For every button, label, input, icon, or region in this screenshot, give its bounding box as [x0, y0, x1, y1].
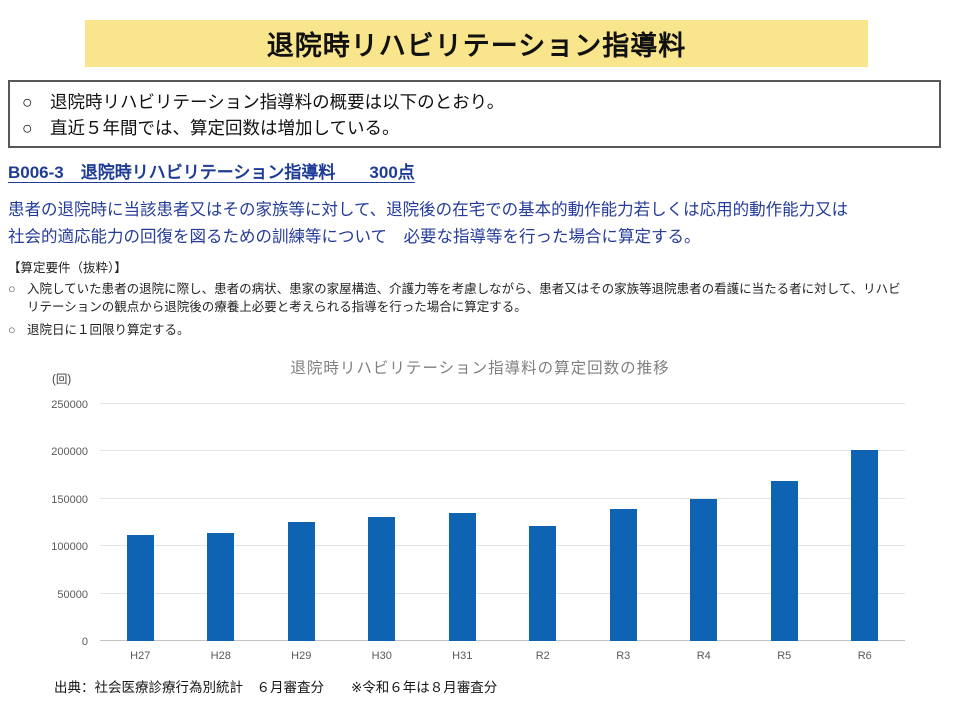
summary-text: 直近５年間では、算定回数は増加している。	[50, 118, 400, 138]
requirement-item: ○ 退院日に１回限り算定する。	[8, 322, 938, 340]
y-tick-label: 50000	[57, 588, 88, 601]
x-tick-label-H29: H29	[291, 650, 312, 662]
gridline	[100, 403, 905, 404]
bar-H31	[448, 513, 476, 641]
gridline	[100, 545, 905, 547]
y-tick-label: 250000	[51, 399, 88, 411]
bar-R6	[851, 450, 879, 641]
bar-R3	[609, 509, 637, 641]
bar-H28	[207, 533, 235, 641]
bar-chart-plot-area: 0 50000 100000 150000 200000 250000 H27 H28 H29 H…	[51, 399, 905, 662]
bar-H29	[287, 522, 315, 641]
bar-R4	[690, 498, 718, 641]
y-tick-label: 0	[81, 636, 88, 648]
section-description: 患者の退院時に当該患者又はその家族等に対して、退院後の在宅での基本的動作能力若し…	[8, 197, 956, 251]
requirement-line: リテーションの観点から退院後の療養上必要と考えられる指導を行った場合に算定する。	[27, 299, 527, 314]
circle-bullet-icon: ○	[8, 323, 16, 337]
description-line: 社会的適応能力の回復を図るための訓練等について 必要な指導等を行った場合に算定す…	[8, 228, 701, 246]
x-tick-label-H31: H31	[452, 650, 473, 662]
circle-bullet-icon: ○	[22, 92, 33, 112]
x-tick-label-H27: H27	[130, 650, 151, 662]
x-tick-label-H28: H28	[210, 650, 231, 662]
y-axis-unit-label: (回)	[52, 374, 72, 386]
summary-text: 退院時リハビリテーション指導料の概要は以下のとおり。	[50, 92, 505, 112]
x-tick-label-H30: H30	[371, 650, 392, 662]
x-tick-label-R6: R6	[857, 650, 872, 662]
chart-title: 退院時リハビリテーション指導料の算定回数の推移	[290, 360, 670, 377]
bar-H27	[126, 534, 154, 641]
gridline	[100, 497, 905, 499]
bar-R2	[529, 526, 557, 641]
bar-R5	[770, 480, 798, 641]
description-line: 患者の退院時に当該患者又はその家族等に対して、退院後の在宅での基本的動作能力若し…	[8, 201, 849, 219]
x-tick-label-R3: R3	[616, 650, 631, 662]
x-tick-label-R2: R2	[535, 650, 550, 662]
summary-item: ○ 退院時リハビリテーション指導料の概要は以下のとおり。	[22, 89, 939, 115]
gridline	[100, 450, 905, 452]
x-axis-line	[100, 640, 905, 641]
gridline	[100, 592, 905, 594]
y-tick-label: 100000	[51, 541, 88, 554]
title-banner: 退院時リハビリテーション指導料	[85, 20, 868, 67]
x-tick-label-R5: R5	[777, 650, 792, 662]
circle-bullet-icon: ○	[22, 118, 33, 138]
bar-H30	[368, 516, 396, 641]
requirements-title: 【算定要件（抜粋）】	[8, 261, 127, 275]
section-heading: B006-3 退院時リハビリテーション指導料 300点	[8, 163, 415, 182]
requirement-item: ○ 入院していた患者の退院に際し、患者の病状、患家の家屋構造、介護力等を考慮しな…	[8, 281, 938, 316]
page-title: 退院時リハビリテーション指導料	[266, 31, 687, 61]
requirement-text: 退院日に１回限り算定する。	[27, 323, 190, 337]
requirement-line: 入院していた患者の退院に際し、患者の病状、患家の家屋構造、介護力等を考慮しながら…	[27, 282, 901, 296]
source-note: 出典：社会医療診療行為別統計 ６月審査分 ※令和６年は８月審査分	[54, 680, 498, 695]
y-tick-label: 150000	[51, 493, 88, 506]
x-tick-label-R4: R4	[696, 650, 711, 662]
summary-item: ○ 直近５年間では、算定回数は増加している。	[22, 115, 939, 141]
y-tick-label: 200000	[51, 446, 88, 459]
requirement-text: 入院していた患者の退院に際し、患者の病状、患家の家屋構造、介護力等を考慮しながら…	[27, 281, 901, 316]
summary-box: ○ 退院時リハビリテーション指導料の概要は以下のとおり。 ○ 直近５年間では、算…	[8, 80, 941, 148]
circle-bullet-icon: ○	[8, 282, 16, 296]
